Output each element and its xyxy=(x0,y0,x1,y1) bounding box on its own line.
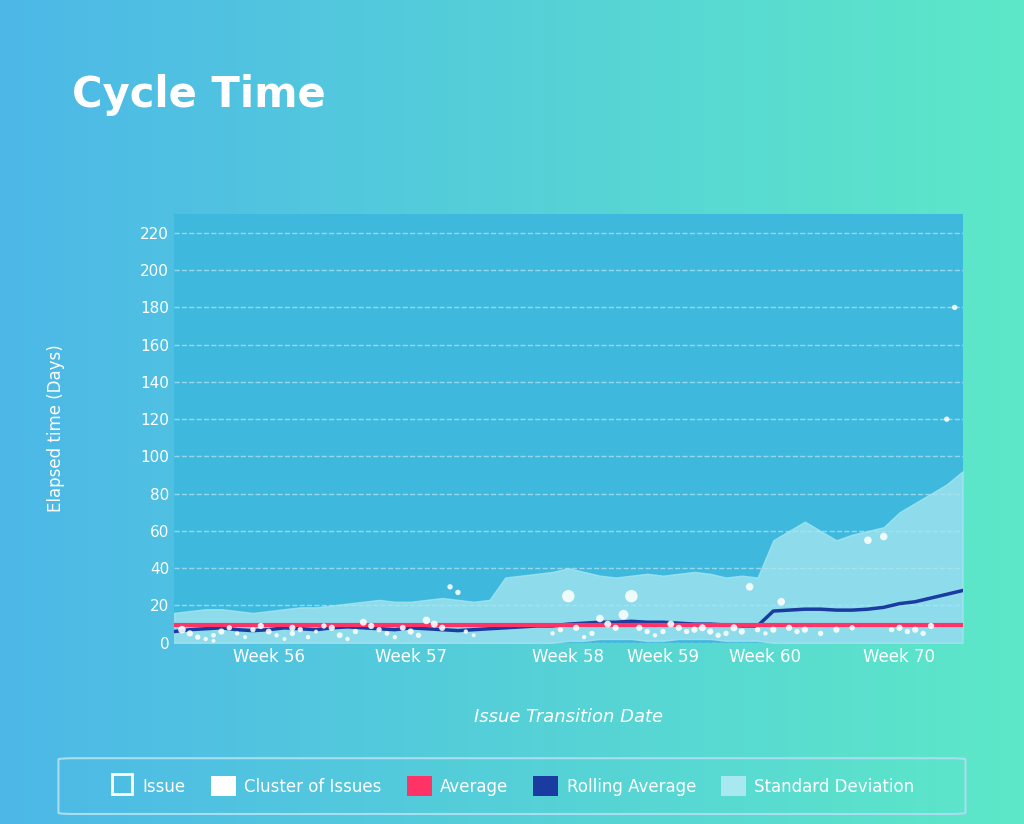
Point xyxy=(458,625,474,638)
Point xyxy=(355,616,372,629)
Point xyxy=(268,629,285,642)
Point xyxy=(891,621,907,634)
Point xyxy=(726,621,742,634)
Point xyxy=(765,623,781,636)
Point xyxy=(860,534,877,547)
Point xyxy=(663,617,679,630)
Point xyxy=(575,630,592,644)
Point xyxy=(679,625,695,638)
Point xyxy=(702,625,719,638)
Point xyxy=(647,629,664,642)
Point xyxy=(442,580,459,593)
Point xyxy=(686,623,702,636)
Point xyxy=(758,627,774,640)
Point xyxy=(189,630,206,644)
Point xyxy=(654,625,671,638)
Point xyxy=(718,627,734,640)
Point xyxy=(624,589,640,602)
Point xyxy=(884,623,900,636)
Point xyxy=(615,608,632,621)
Point xyxy=(781,621,798,634)
Point xyxy=(339,632,355,645)
Point xyxy=(568,621,585,634)
Point xyxy=(741,580,758,593)
Point xyxy=(788,625,805,638)
Point xyxy=(426,617,442,630)
Point xyxy=(174,623,190,636)
Point xyxy=(411,629,427,642)
Point xyxy=(797,623,813,636)
Point xyxy=(285,621,301,634)
Point xyxy=(245,623,261,636)
Point xyxy=(915,627,932,640)
Point xyxy=(213,625,229,638)
Point xyxy=(844,621,860,634)
Point xyxy=(466,629,482,642)
Point xyxy=(733,625,750,638)
Point xyxy=(324,621,340,634)
Point xyxy=(253,620,269,633)
Point xyxy=(237,630,253,644)
Point xyxy=(418,614,434,627)
Point xyxy=(560,589,577,602)
Text: Cycle Time: Cycle Time xyxy=(72,74,326,116)
Point xyxy=(923,620,939,633)
Point xyxy=(315,620,332,633)
Point xyxy=(332,629,348,642)
Point xyxy=(750,623,766,636)
Point xyxy=(607,621,624,634)
Point xyxy=(394,621,411,634)
Point xyxy=(584,627,600,640)
Point xyxy=(205,634,222,648)
Point xyxy=(710,629,726,642)
Text: Elapsed time (Days): Elapsed time (Days) xyxy=(47,344,66,513)
Point xyxy=(260,625,276,638)
Point xyxy=(812,627,828,640)
Point xyxy=(639,625,655,638)
Point xyxy=(450,586,466,599)
Point xyxy=(364,620,380,633)
Point xyxy=(308,625,325,638)
Point xyxy=(946,301,963,314)
Point xyxy=(939,413,955,426)
Point xyxy=(899,625,915,638)
Point xyxy=(379,627,395,640)
Point xyxy=(229,627,246,640)
Point xyxy=(545,627,561,640)
Point xyxy=(292,623,308,636)
Text: Issue Transition Date: Issue Transition Date xyxy=(474,709,663,727)
Point xyxy=(198,632,214,645)
Point xyxy=(221,621,238,634)
Point xyxy=(285,627,301,640)
Point xyxy=(773,595,790,608)
Point xyxy=(181,627,198,640)
Point xyxy=(552,623,568,636)
Point xyxy=(205,629,222,642)
Point xyxy=(347,625,364,638)
Point xyxy=(276,632,293,645)
Point xyxy=(631,621,647,634)
Point xyxy=(876,530,892,543)
Legend: Issue, Cluster of Issues, Average, Rolling Average, Standard Deviation: Issue, Cluster of Issues, Average, Rolli… xyxy=(102,770,922,803)
Point xyxy=(671,621,687,634)
Point xyxy=(371,623,387,636)
Point xyxy=(300,630,316,644)
Point xyxy=(694,621,711,634)
Point xyxy=(434,621,451,634)
Point xyxy=(402,625,419,638)
Point xyxy=(592,612,608,625)
Point xyxy=(828,623,845,636)
Point xyxy=(600,617,616,630)
Point xyxy=(907,623,924,636)
Point xyxy=(387,630,403,644)
